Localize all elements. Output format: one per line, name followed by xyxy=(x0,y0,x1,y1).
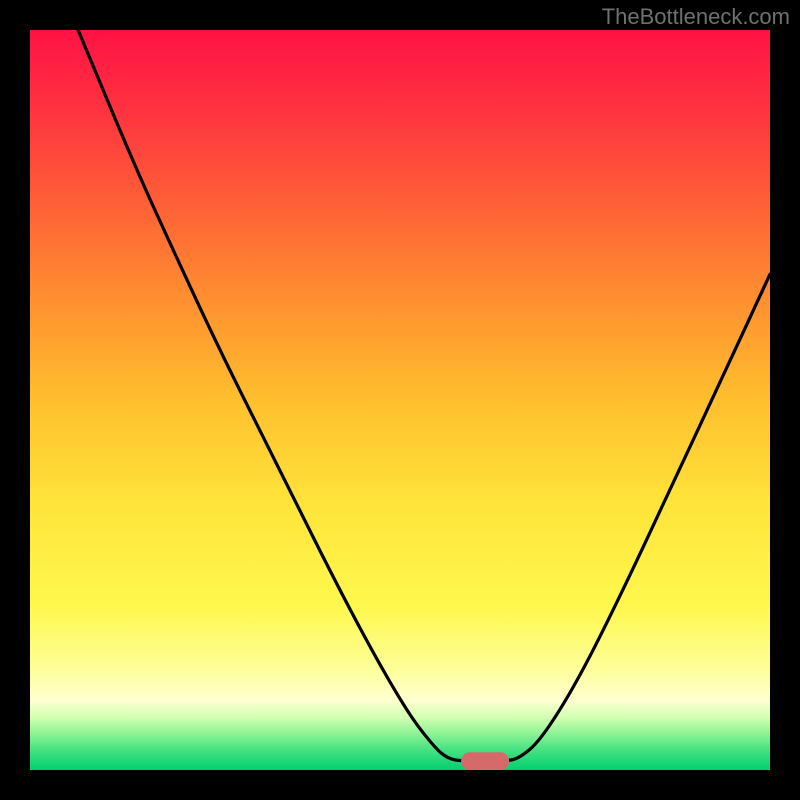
bottleneck-chart xyxy=(0,0,800,800)
watermark-label: TheBottleneck.com xyxy=(602,4,790,30)
optimal-marker xyxy=(461,752,509,770)
chart-stage: TheBottleneck.com xyxy=(0,0,800,800)
plot-background xyxy=(30,30,770,770)
